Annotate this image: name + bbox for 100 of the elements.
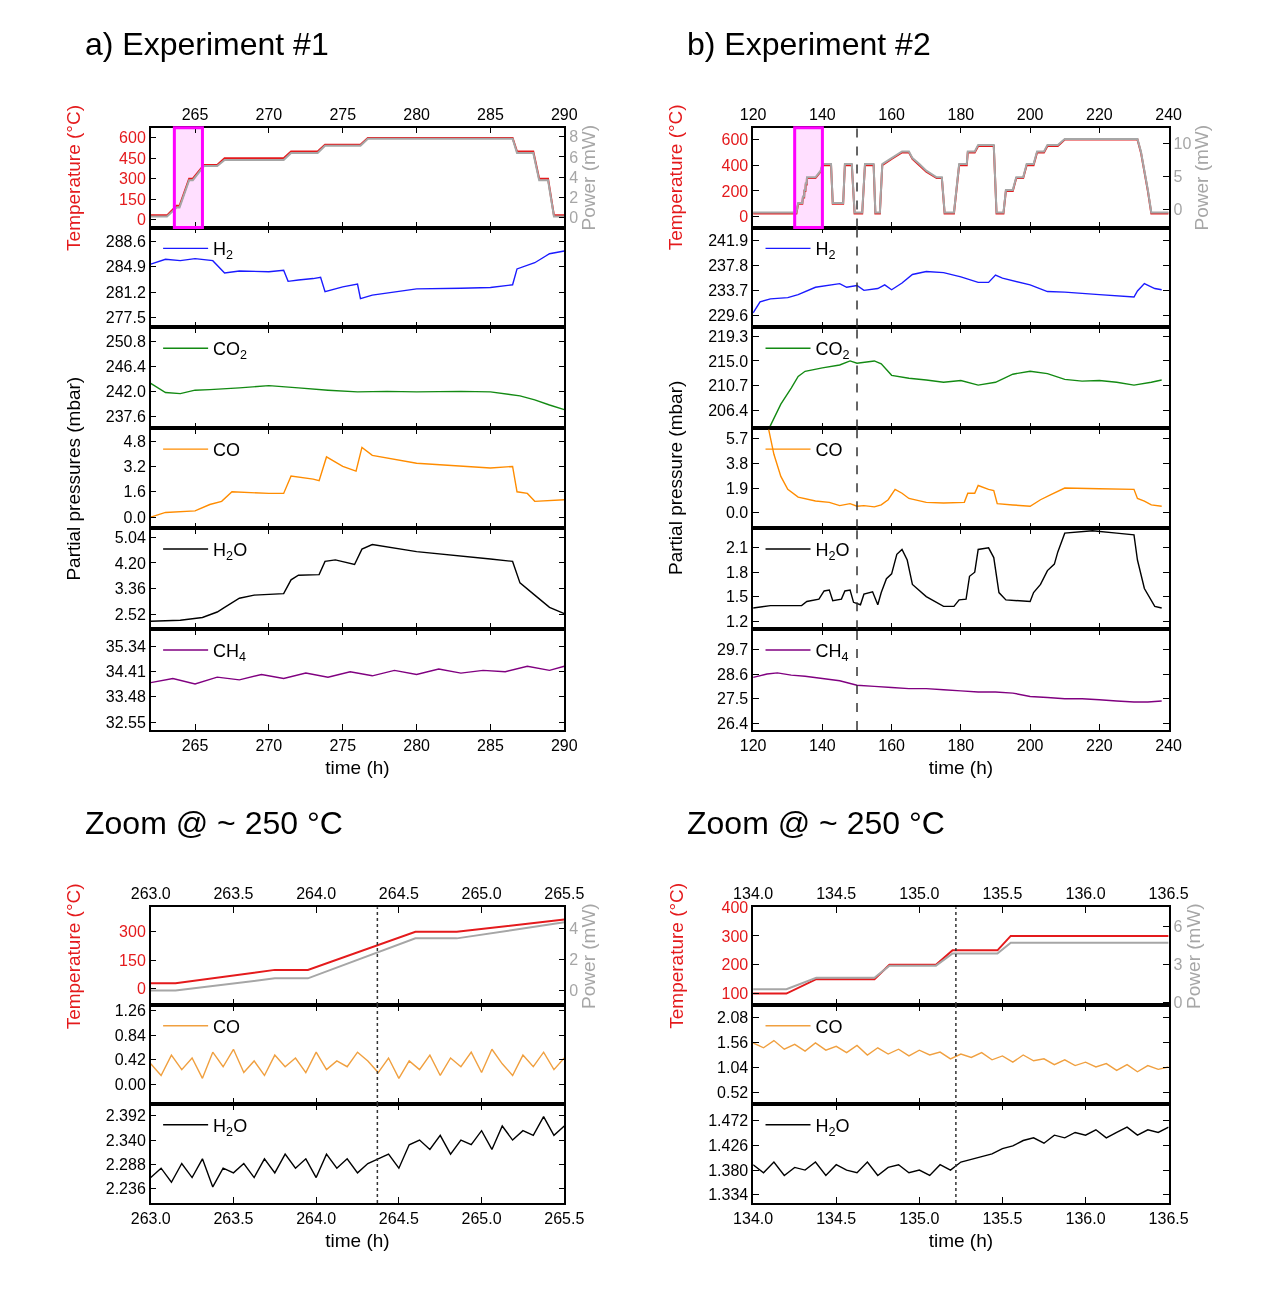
y-tick-label: 2.236 — [105, 1180, 146, 1198]
y-tick-label: 600 — [119, 129, 146, 147]
x-tick-label: 280 — [403, 105, 431, 123]
y-axis-title: Temperature (°C) — [63, 883, 85, 1030]
y2-tick-label: 4 — [569, 919, 579, 937]
y2-axis-title: Power (mW) — [578, 903, 600, 1009]
y-tick-label: 215.0 — [708, 352, 749, 370]
line-series — [150, 665, 565, 685]
y-tick-label: 1.26 — [114, 1002, 146, 1020]
y-tick-label: 277.5 — [105, 309, 146, 327]
x-tick-label: 220 — [1086, 737, 1113, 755]
y-tick-label: 35.34 — [105, 637, 146, 655]
y-tick-label: 1.380 — [708, 1161, 749, 1179]
y-tick-label: 2.52 — [114, 606, 146, 624]
y-tick-label: 100 — [721, 985, 749, 1003]
y-tick-label: 600 — [721, 131, 749, 149]
x-tick-label: 180 — [947, 737, 975, 755]
y2-tick-label: 5 — [1173, 168, 1183, 186]
y-axis-title: Temperature (°C) — [62, 104, 84, 251]
x-tick-label: 285 — [477, 737, 504, 755]
y2-tick-label: 0 — [569, 209, 579, 227]
x-tick-label: 265 — [181, 737, 209, 755]
y-tick-label: 150 — [119, 190, 146, 208]
y-tick-label: 0.00 — [114, 1075, 146, 1093]
x-tick-label: 136.5 — [1148, 1209, 1189, 1227]
legend-label: H$_{2}$ — [815, 239, 836, 263]
y-tick-label: 229.6 — [708, 306, 749, 324]
y-tick-label: 1.56 — [717, 1034, 749, 1052]
y-tick-label: 400 — [721, 156, 749, 174]
x-tick-label: 275 — [329, 737, 357, 755]
y2-tick-label: 2 — [569, 950, 579, 968]
x-axis-title: time (h) — [325, 1230, 390, 1252]
x-tick-label: 265.0 — [461, 884, 502, 902]
y-tick-label: 3.8 — [725, 455, 749, 473]
legend-label: H$_{2}$ — [213, 239, 234, 263]
legend-label: CH$_{4}$ — [815, 640, 849, 664]
x-tick-label: 263.0 — [130, 884, 171, 902]
legend-label: CO — [213, 440, 241, 461]
x-tick-label: 135.0 — [899, 1209, 940, 1227]
legend-label: CO — [815, 1016, 843, 1037]
y-tick-label: 2.08 — [717, 1009, 749, 1027]
y-tick-label: 284.9 — [105, 258, 146, 276]
y-tick-label: 27.5 — [717, 690, 749, 708]
y2-tick-label: 3 — [1173, 955, 1183, 973]
y2-axis-title: Power (mW) — [578, 124, 600, 231]
line-series — [753, 672, 1163, 703]
line-series — [150, 382, 565, 411]
x-tick-label: 160 — [878, 105, 906, 123]
y-axis-title: Partial pressures (mbar) — [62, 376, 84, 581]
y-tick-label: 3.2 — [123, 458, 146, 476]
x-tick-label: 220 — [1086, 105, 1113, 123]
line-series — [753, 934, 1169, 995]
y-tick-label: 233.7 — [708, 281, 749, 299]
x-tick-label: 263.5 — [213, 1209, 254, 1227]
x-tick-label: 140 — [809, 105, 836, 123]
x-tick-label: 265.5 — [544, 884, 585, 902]
y-tick-label: 34.41 — [105, 663, 146, 681]
y2-tick-label: 0 — [1173, 201, 1183, 219]
y-tick-label: 28.6 — [717, 665, 749, 683]
y-tick-label: 450 — [119, 149, 146, 167]
y2-axis-title: Power (mW) — [1182, 903, 1204, 1009]
y-axis-title: Partial pressure (mbar) — [665, 380, 687, 575]
x-tick-label: 264.0 — [296, 1209, 337, 1227]
y-tick-label: 0 — [136, 211, 146, 229]
x-tick-label: 290 — [550, 737, 578, 755]
y-tick-label: 4.20 — [114, 554, 146, 572]
x-tick-label: 270 — [255, 105, 283, 123]
x-tick-label: 140 — [809, 737, 836, 755]
y-tick-label: 210.7 — [708, 377, 749, 395]
x-tick-label: 134.0 — [733, 1209, 774, 1227]
x-tick-label: 136.0 — [1065, 884, 1106, 902]
x-tick-label: 290 — [550, 105, 578, 123]
y-tick-label: 0.0 — [725, 504, 749, 522]
y-tick-label: 237.8 — [708, 256, 749, 274]
line-series — [753, 941, 1169, 991]
y-tick-label: 32.55 — [105, 713, 146, 731]
y-axis-title: Temperature (°C) — [665, 104, 687, 251]
y2-tick-label: 0 — [1173, 994, 1183, 1012]
x-tick-label: 263.5 — [213, 884, 254, 902]
legend-label: CO — [213, 1016, 241, 1037]
y-axis-title: Temperature (°C) — [665, 882, 687, 1029]
line-series — [753, 270, 1163, 314]
y-tick-label: 1.6 — [123, 483, 146, 501]
line-series — [768, 428, 1163, 508]
line-series — [768, 360, 1163, 429]
chart-title: Zoom @ ~ 250 °C — [85, 805, 343, 841]
x-tick-label: 200 — [1016, 105, 1044, 123]
y-tick-label: 1.5 — [725, 588, 749, 606]
x-tick-label: 134.5 — [816, 1209, 857, 1227]
y-tick-label: 0.84 — [114, 1026, 146, 1044]
x-tick-label: 270 — [255, 737, 283, 755]
y2-tick-label: 8 — [569, 128, 579, 146]
chart-title: Zoom @ ~ 250 °C — [687, 805, 945, 841]
y-tick-label: 5.7 — [725, 430, 749, 448]
legend-label: H$_{2}$O — [815, 540, 850, 563]
x-tick-label: 135.5 — [982, 884, 1023, 902]
y-tick-label: 246.4 — [105, 357, 146, 375]
y-tick-label: 1.8 — [725, 563, 749, 581]
y-tick-label: 281.2 — [105, 283, 146, 301]
y-tick-label: 288.6 — [105, 232, 146, 250]
